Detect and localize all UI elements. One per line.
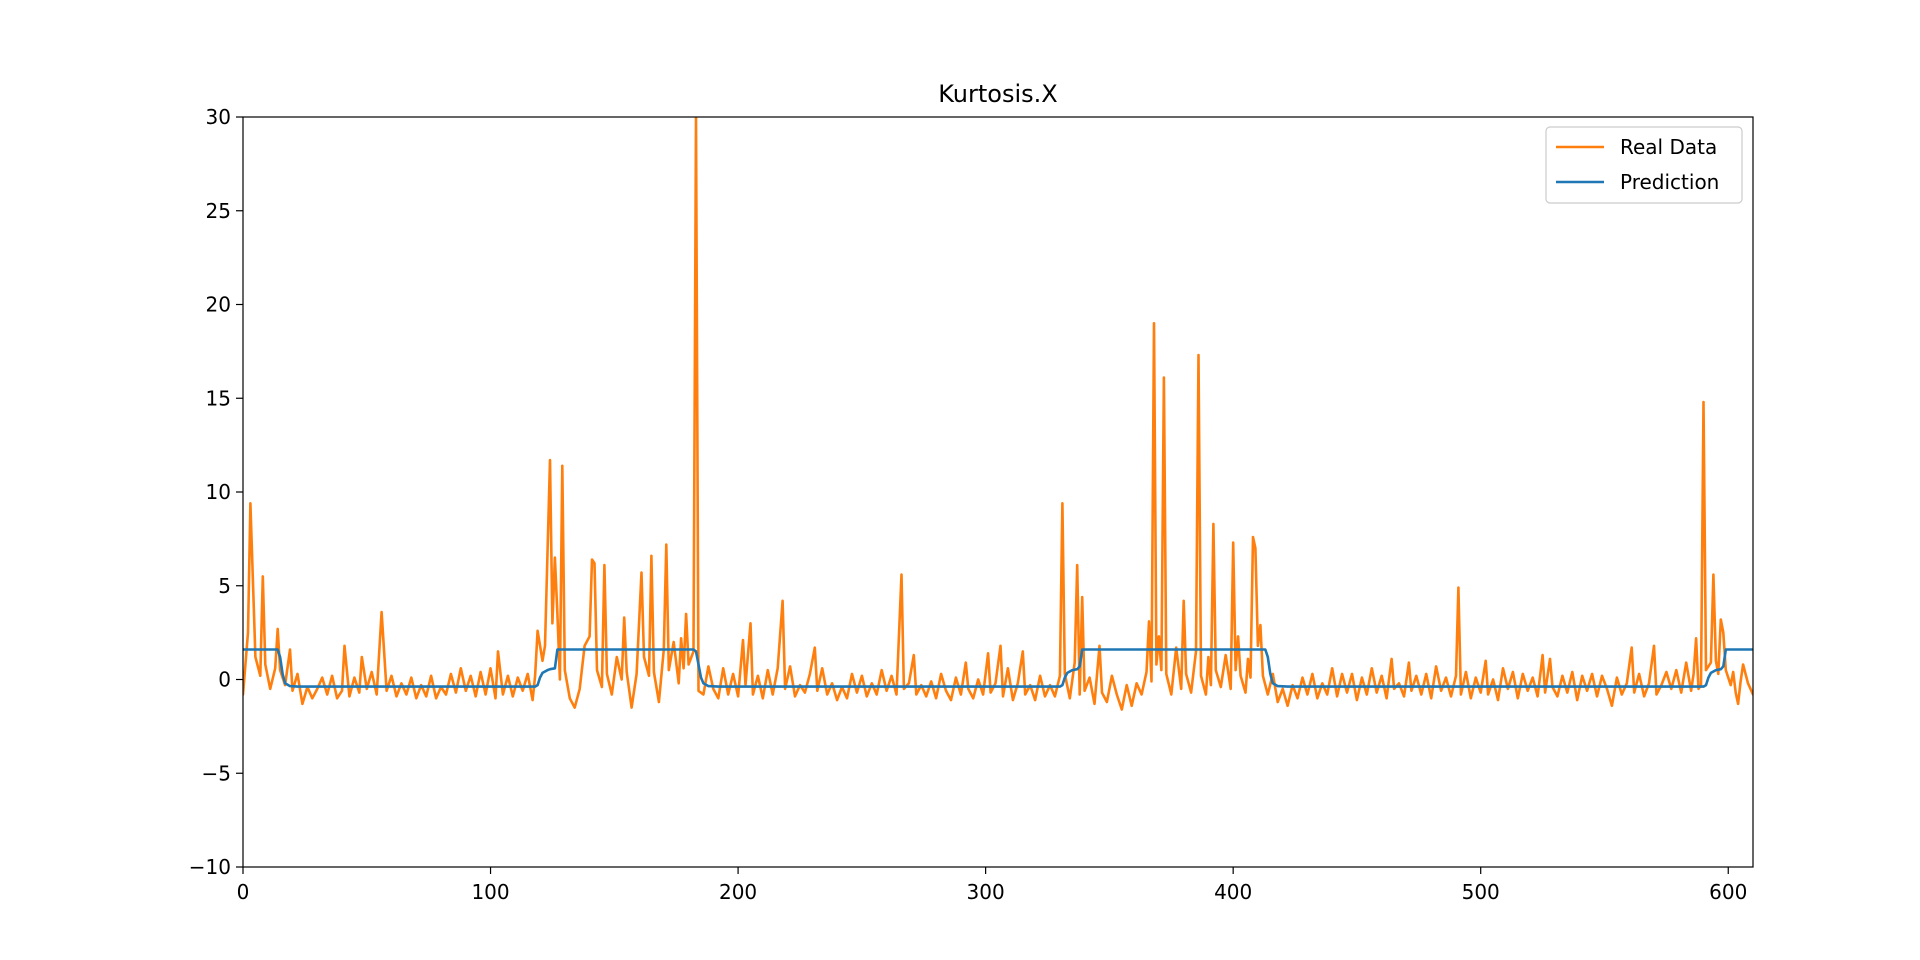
x-tick-label: 300 <box>967 880 1005 904</box>
legend-label: Prediction <box>1620 170 1719 194</box>
legend: Real Data Prediction <box>1545 126 1743 204</box>
x-tick-label: 500 <box>1462 880 1500 904</box>
y-tick-label: 25 <box>206 199 231 223</box>
y-tick-label: −5 <box>202 761 231 785</box>
y-axis: −10 −5 0 5 10 15 20 25 30 <box>189 105 243 879</box>
x-tick-label: 0 <box>237 880 250 904</box>
y-tick-label: 20 <box>206 293 231 317</box>
x-tick-label: 200 <box>719 880 757 904</box>
legend-label: Real Data <box>1620 135 1717 159</box>
x-axis: 0 100 200 300 400 500 600 <box>237 867 1747 904</box>
y-tick-label: 10 <box>206 480 231 504</box>
series-line-0 <box>243 117 1753 711</box>
y-tick-label: −10 <box>189 855 231 879</box>
y-tick-label: 5 <box>218 574 231 598</box>
chart-title: Kurtosis.X <box>938 80 1057 108</box>
x-tick-label: 400 <box>1214 880 1252 904</box>
plot-area: 0 100 200 300 400 500 600 −10 −5 0 5 10 15 20 25 30 <box>189 105 1754 904</box>
y-tick-label: 15 <box>206 386 231 410</box>
y-tick-label: 0 <box>218 668 231 692</box>
series-line-1 <box>243 648 1753 688</box>
x-tick-label: 600 <box>1709 880 1747 904</box>
x-tick-label: 100 <box>471 880 509 904</box>
series-layer <box>243 117 1753 711</box>
y-tick-label: 30 <box>206 105 231 129</box>
